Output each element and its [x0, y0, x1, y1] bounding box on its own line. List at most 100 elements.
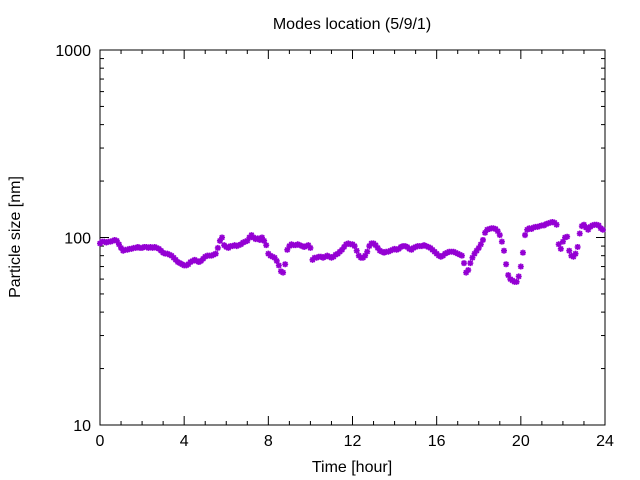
x-tick-labels: 0 4 8 12 16 20 24: [96, 433, 614, 450]
data-point: [402, 243, 409, 250]
data-point: [475, 244, 482, 251]
data-point: [393, 246, 400, 253]
data-point: [570, 253, 577, 260]
data-point: [387, 247, 394, 254]
data-point: [299, 243, 305, 250]
data-point: [145, 244, 152, 251]
data-point: [103, 239, 110, 246]
data-point: [115, 241, 122, 248]
data-point: [494, 228, 501, 235]
data-point: [118, 244, 125, 251]
data-point: [498, 238, 505, 245]
data-point: [580, 221, 587, 228]
data-point: [212, 250, 219, 257]
data-point: [240, 239, 247, 246]
data-point: [465, 267, 472, 274]
data-point: [288, 241, 295, 248]
data-point: [101, 238, 108, 245]
data-point: [469, 254, 476, 261]
data-point: [252, 236, 259, 243]
data-point: [410, 244, 417, 251]
data-point: [463, 269, 470, 276]
plot-frame: [99, 49, 606, 426]
data-point: [282, 261, 289, 268]
data-point: [351, 243, 358, 250]
axis-ticks: [99, 49, 606, 426]
data-point: [473, 247, 480, 254]
data-point: [132, 244, 139, 251]
data-point: [223, 243, 230, 250]
y-tick-labels: 10 100 1000: [55, 43, 91, 435]
data-point: [421, 242, 428, 249]
data-point: [471, 250, 478, 257]
data-point: [303, 243, 310, 250]
y-tick-label: 100: [64, 231, 91, 248]
data-point: [479, 236, 486, 243]
data-point: [501, 247, 507, 254]
data-point: [301, 243, 308, 250]
data-point: [153, 244, 160, 251]
data-point: [273, 257, 280, 264]
data-point: [515, 273, 522, 280]
data-point: [139, 244, 146, 251]
x-axis-label: Time [hour]: [312, 459, 392, 476]
data-point: [599, 226, 606, 233]
data-point: [423, 243, 430, 250]
data-point: [376, 247, 383, 254]
data-point: [113, 237, 120, 244]
data-point: [557, 245, 564, 252]
data-point: [292, 242, 299, 249]
data-point: [229, 243, 236, 250]
x-tick-label: 24: [596, 433, 614, 450]
data-point: [595, 222, 602, 229]
data-point: [235, 242, 242, 249]
data-point: [271, 254, 278, 261]
data-point: [214, 244, 221, 251]
data-point: [128, 245, 135, 252]
data-point: [256, 236, 263, 243]
y-axis-label: Particle size [nm]: [7, 176, 24, 298]
data-point: [263, 242, 270, 249]
data-point: [233, 243, 240, 250]
data-point: [280, 269, 287, 276]
data-point: [467, 260, 474, 267]
data-point: [522, 232, 529, 239]
data-point: [341, 243, 348, 250]
y-tick-label: 10: [73, 418, 91, 435]
data-point: [385, 248, 392, 255]
data-point: [248, 232, 255, 239]
data-point: [461, 260, 468, 267]
data-point: [389, 246, 396, 253]
data-point: [216, 237, 223, 244]
data-points: [97, 218, 606, 285]
data-point: [425, 243, 432, 250]
data-point: [259, 234, 266, 241]
data-point: [574, 243, 581, 250]
data-point: [576, 230, 583, 237]
data-point: [406, 245, 413, 252]
data-point: [305, 242, 312, 249]
data-point: [294, 241, 301, 248]
data-point: [338, 246, 345, 253]
data-point: [562, 234, 569, 241]
x-tick-label: 12: [344, 433, 362, 450]
data-point: [503, 261, 510, 268]
chart-title: Modes location (5/9/1): [273, 16, 431, 33]
data-point: [517, 263, 524, 270]
data-point: [246, 234, 253, 241]
data-point: [244, 237, 251, 244]
data-point: [296, 242, 303, 249]
data-point: [559, 238, 566, 245]
data-point: [566, 247, 573, 254]
data-point: [345, 240, 352, 247]
x-tick-label: 4: [180, 433, 189, 450]
data-point: [151, 243, 158, 250]
data-point: [109, 237, 116, 244]
data-point: [374, 244, 381, 251]
x-tick-label: 20: [512, 433, 530, 450]
data-point: [564, 233, 571, 240]
data-point: [513, 278, 520, 285]
data-point: [366, 243, 373, 250]
x-tick-label: 0: [96, 433, 105, 450]
